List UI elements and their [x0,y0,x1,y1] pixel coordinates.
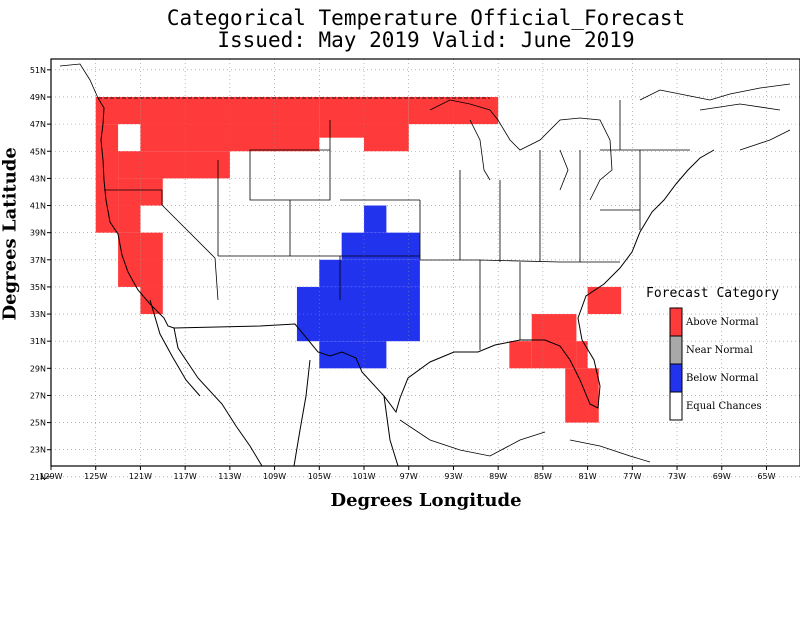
y-tick-label: 37N [30,256,46,265]
x-tick-label: 69W [713,472,731,481]
chart-subtitle: Issued: May 2019 Valid: June 2019 [217,28,635,52]
region-above-normal [95,96,141,125]
legend-swatch-equal-chances [669,391,683,421]
x-tick-label: 65W [757,472,775,481]
category-regions [95,96,622,423]
region-below-normal [341,232,420,260]
grid-lines [50,59,800,478]
region-above-normal [95,124,119,233]
y-tick-label: 21N [30,473,46,482]
region-below-normal [364,205,387,233]
axis-ticks: 129W 125W 121W 117W 113W 109W 105W 101W 97W 93W 89… [30,66,776,482]
region-above-normal [118,151,230,179]
y-tick-label: 51N [30,66,46,75]
y-tick-label: 43N [30,174,46,183]
region-above-normal [576,341,588,369]
legend-label: Below Normal [686,373,758,384]
region-above-normal [118,178,141,233]
chart-title: Categorical Temperature Official_Forecas… [166,6,686,30]
legend-label: Above Normal [685,317,759,328]
region-above-normal [118,232,141,287]
x-tick-label: 125W [84,472,107,481]
x-tick-label: 101W [352,472,375,481]
y-tick-label: 27N [30,391,46,400]
region-above-normal [319,96,365,138]
plot-frame [50,58,800,467]
x-tick-label: 93W [444,472,462,481]
y-tick-label: 23N [30,446,46,455]
region-below-normal [319,341,387,369]
y-tick-label: 49N [30,93,46,102]
x-tick-label: 77W [623,472,641,481]
y-tick-label: 35N [30,283,46,292]
region-above-normal [364,96,409,152]
legend-swatch-near-normal [669,335,683,365]
x-tick-label: 113W [218,472,241,481]
y-tick-label: 29N [30,364,46,373]
state-boundaries [59,63,791,467]
x-tick-label: 129W [39,472,62,481]
x-tick-label: 109W [263,472,286,481]
legend-label: Equal Chances [686,401,762,412]
x-tick-label: 85W [534,472,552,481]
legend-swatch-below-normal [669,363,683,393]
x-tick-label: 81W [579,472,597,481]
x-tick-label: 117W [174,472,197,481]
y-tick-label: 33N [30,310,46,319]
y-tick-label: 45N [30,147,46,156]
x-tick-label: 105W [308,472,331,481]
x-axis-label: Degrees Longitude [330,490,522,511]
region-above-normal [509,341,532,369]
legend-swatch-above-normal [669,307,683,337]
legend-label: Near Normal [686,345,753,356]
y-tick-label: 25N [30,419,46,428]
y-tick-label: 39N [30,229,46,238]
y-tick-label: 47N [30,120,46,129]
x-tick-label: 73W [668,472,686,481]
x-tick-label: 121W [129,472,152,481]
x-tick-label: 97W [400,472,418,481]
x-tick-label: 89W [489,472,507,481]
legend-title: Forecast Category [646,286,779,301]
region-below-normal [319,259,420,287]
y-tick-label: 31N [30,337,46,346]
legend: Forecast Category Above Normal Near Norma… [646,286,779,421]
y-tick-label: 41N [30,202,46,211]
region-above-normal [565,368,599,423]
region-above-normal [140,178,163,206]
region-above-normal [140,96,320,152]
region-above-normal [140,232,163,315]
